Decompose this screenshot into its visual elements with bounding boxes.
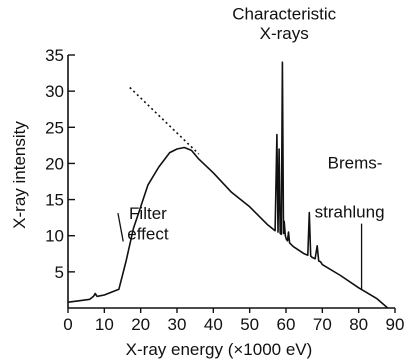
y-tick-label: 10 bbox=[45, 227, 64, 246]
y-tick-label: 30 bbox=[45, 82, 64, 101]
spectrum-line bbox=[67, 61, 389, 309]
x-tick-label: 60 bbox=[277, 315, 296, 334]
x-tick-label: 0 bbox=[63, 315, 72, 334]
annotation-label: strahlung bbox=[315, 203, 385, 222]
y-tick-label: 20 bbox=[45, 154, 64, 173]
annotation-label: Filter bbox=[129, 204, 167, 223]
annotation-label: X-rays bbox=[260, 24, 309, 43]
y-tick-label: 35 bbox=[45, 46, 64, 65]
x-tick-label: 80 bbox=[349, 315, 368, 334]
y-tick-label: 15 bbox=[45, 191, 64, 210]
axes-group bbox=[67, 55, 395, 309]
x-axis-title: X-ray energy (×1000 eV) bbox=[126, 340, 313, 359]
ticks-group: 0 10 20 30 40 50 60 70 80 90 5 10 15 20 25 30 35 bbox=[45, 46, 404, 334]
annotation-label: Characteristic bbox=[232, 5, 336, 24]
x-tick-label: 70 bbox=[313, 315, 332, 334]
x-tick-label: 20 bbox=[131, 315, 150, 334]
y-tick-label: 25 bbox=[45, 118, 64, 137]
annotation-label: effect bbox=[127, 224, 169, 243]
filter-leader-line bbox=[117, 212, 124, 242]
series-group bbox=[67, 61, 389, 309]
x-tick-label: 10 bbox=[95, 315, 114, 334]
x-tick-label: 50 bbox=[240, 315, 259, 334]
y-axis-title: X-ray intensity bbox=[10, 121, 29, 229]
annotation-label: Brems- bbox=[328, 153, 383, 172]
x-tick-label: 90 bbox=[386, 315, 405, 334]
x-tick-label: 40 bbox=[204, 315, 223, 334]
x-tick-label: 30 bbox=[168, 315, 187, 334]
extrapolation-line bbox=[129, 86, 200, 155]
y-tick-label: 5 bbox=[55, 263, 64, 282]
